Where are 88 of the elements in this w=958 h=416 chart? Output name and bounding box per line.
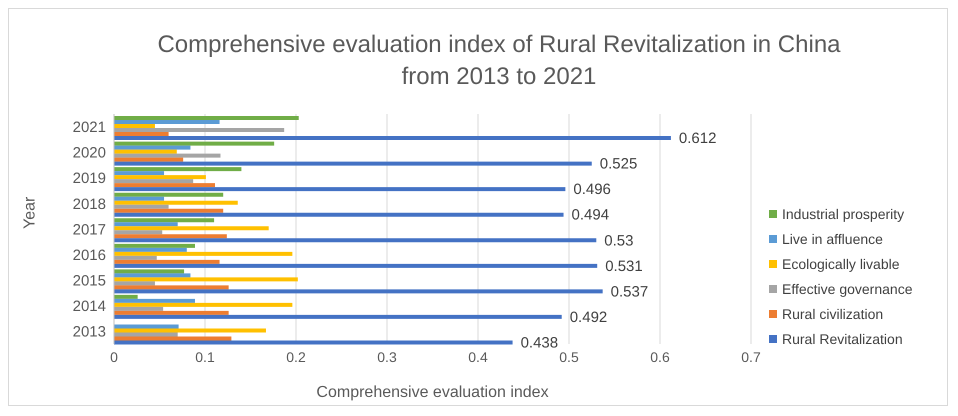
- bar: [114, 136, 671, 140]
- y-tick-label: 2018: [72, 196, 106, 213]
- bar: [114, 200, 238, 205]
- x-tick-label: 0.2: [286, 348, 306, 365]
- bar: [114, 340, 513, 344]
- data-label: 0.531: [605, 258, 643, 275]
- data-label: 0.438: [520, 334, 558, 352]
- bar: [114, 273, 190, 278]
- bar: [114, 158, 184, 162]
- bar: [114, 298, 195, 303]
- bar: [114, 204, 169, 209]
- bar: [114, 167, 242, 172]
- x-tick-label: 0.5: [559, 348, 579, 365]
- data-label: 0.494: [572, 206, 610, 224]
- y-tick-label: 2019: [72, 170, 106, 188]
- bar: [114, 142, 274, 146]
- bar: [114, 120, 220, 124]
- bar: [114, 302, 292, 307]
- y-tick-label: 2017: [72, 221, 106, 238]
- bar: [114, 328, 266, 332]
- bar: [114, 256, 157, 260]
- bar: [114, 187, 566, 192]
- data-label: 0.53: [604, 232, 634, 250]
- bar: [114, 226, 269, 230]
- bar: [114, 124, 155, 128]
- bar: [114, 264, 598, 268]
- y-tick-label: 2015: [72, 272, 106, 290]
- bar: [114, 260, 220, 264]
- bar: [114, 238, 596, 242]
- bar: [114, 222, 178, 226]
- x-tick-label: 0.4: [468, 348, 488, 365]
- x-tick-label: 0.6: [650, 348, 670, 365]
- bar: [114, 332, 178, 336]
- bar: [114, 183, 216, 188]
- bar: [114, 132, 169, 136]
- bar: [114, 294, 138, 299]
- bar: [114, 252, 292, 256]
- bar: [114, 116, 299, 120]
- bar: [114, 324, 179, 328]
- bar: [114, 269, 184, 274]
- bar: [114, 314, 562, 319]
- legend-label: Effective governance: [782, 280, 912, 298]
- bar: [114, 306, 164, 311]
- x-axis-title: Comprehensive evaluation index: [316, 384, 549, 401]
- legend-label: Rural civilization: [782, 306, 884, 322]
- bar: [114, 171, 164, 176]
- bar: [114, 310, 229, 315]
- bar: [114, 289, 603, 294]
- bar: [114, 281, 155, 286]
- bar: [114, 146, 190, 150]
- data-label: 0.612: [678, 130, 716, 148]
- bar: [114, 192, 224, 197]
- bar: [114, 154, 220, 158]
- y-tick-label: 2016: [72, 246, 106, 264]
- legend-label: Rural Revitalization: [782, 330, 903, 348]
- x-tick-label: 0.7: [741, 348, 761, 365]
- data-label: 0.525: [600, 156, 638, 173]
- bar: [114, 212, 564, 217]
- bar: [114, 244, 195, 248]
- bar: [114, 208, 224, 213]
- bar: [114, 150, 177, 154]
- legend-label: Ecologically livable: [782, 256, 900, 272]
- data-label: 0.537: [610, 283, 648, 300]
- data-label: 0.492: [570, 308, 608, 326]
- y-tick-label: 2020: [72, 144, 106, 162]
- bar: [114, 175, 206, 180]
- bar: [114, 162, 592, 166]
- legend-label: Live in affluence: [782, 230, 883, 248]
- x-tick-label: 0.3: [377, 348, 397, 365]
- y-tick-label: 2014: [72, 298, 106, 315]
- bar: [114, 128, 284, 132]
- x-tick-label: 0: [110, 348, 118, 365]
- y-tick-label: 2013: [72, 324, 106, 341]
- legend-label: Industrial prosperity: [782, 206, 904, 222]
- data-label: 0.496: [573, 181, 611, 198]
- y-tick-label: 2021: [72, 119, 106, 136]
- y-axis-title: Year: [22, 196, 39, 229]
- bar: [114, 230, 162, 234]
- bar: [114, 285, 229, 290]
- bar: [114, 218, 214, 222]
- bar: [114, 336, 232, 340]
- bar: [114, 248, 187, 252]
- chart-title: Comprehensive evaluation index of Rural Revitalization in China from 2013 to 2021: [156, 30, 842, 92]
- bar: [114, 196, 164, 201]
- bar: [114, 234, 227, 238]
- bar: [114, 277, 298, 282]
- bar: [114, 179, 194, 184]
- x-tick-label: 0.1: [195, 348, 215, 365]
